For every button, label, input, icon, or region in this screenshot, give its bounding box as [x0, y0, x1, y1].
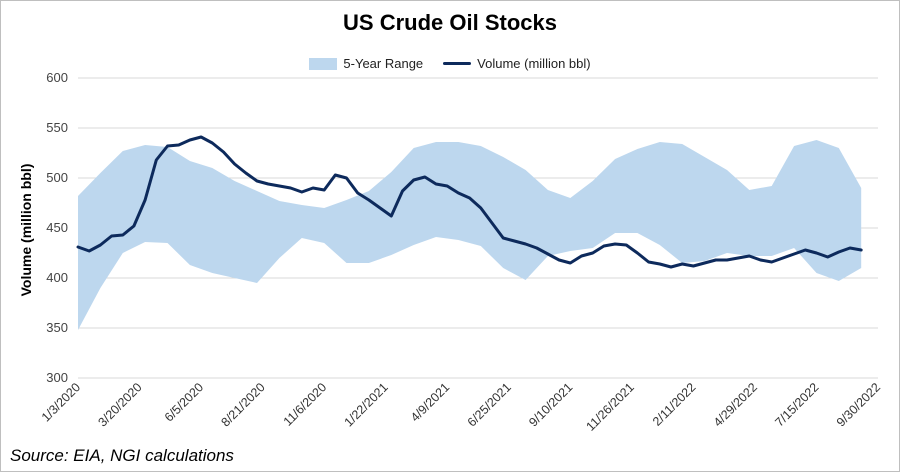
y-tick-label: 550: [46, 120, 68, 135]
x-tick-label: 6/5/2020: [162, 380, 206, 424]
x-tick-label: 4/29/2022: [711, 380, 760, 429]
y-tick-label: 400: [46, 270, 68, 285]
y-tick-label: 300: [46, 370, 68, 385]
legend-swatch-volume: [443, 62, 472, 65]
x-tick-label: 2/11/2022: [650, 380, 699, 429]
chart-title: US Crude Oil Stocks: [343, 10, 557, 35]
x-tick-label: 1/22/2021: [342, 380, 391, 429]
y-tick-label: 350: [46, 320, 68, 335]
x-tick-label: 8/21/2020: [219, 380, 268, 429]
y-tick-label: 500: [46, 170, 68, 185]
source-note: Source: EIA, NGI calculations: [10, 446, 234, 465]
volume-line: [76, 135, 863, 269]
legend-label-volume: Volume (million bbl): [477, 56, 591, 71]
x-tick-label: 1/3/2020: [39, 380, 83, 424]
chart-legend: 5-Year Range Volume (million bbl): [0, 56, 900, 71]
x-tick-label: 9/10/2021: [526, 380, 575, 429]
x-tick-label: 11/26/2021: [583, 380, 637, 434]
y-tick-label: 600: [46, 70, 68, 85]
y-tick-label: 450: [46, 220, 68, 235]
legend-swatch-range: [309, 57, 338, 70]
legend-item-range: 5-Year Range: [309, 56, 423, 71]
five-year-range-band: [78, 140, 862, 330]
x-tick-label: 3/20/2020: [95, 380, 144, 429]
x-tick-label: 4/9/2021: [408, 380, 452, 424]
x-tick-label: 6/25/2021: [465, 380, 514, 429]
legend-item-volume: Volume (million bbl): [443, 56, 591, 71]
x-tick-label: 11/6/2020: [281, 380, 330, 429]
x-tick-label: 9/30/2022: [834, 380, 883, 429]
x-tick-label: 7/15/2022: [772, 380, 821, 429]
legend-label-range: 5-Year Range: [343, 56, 424, 71]
